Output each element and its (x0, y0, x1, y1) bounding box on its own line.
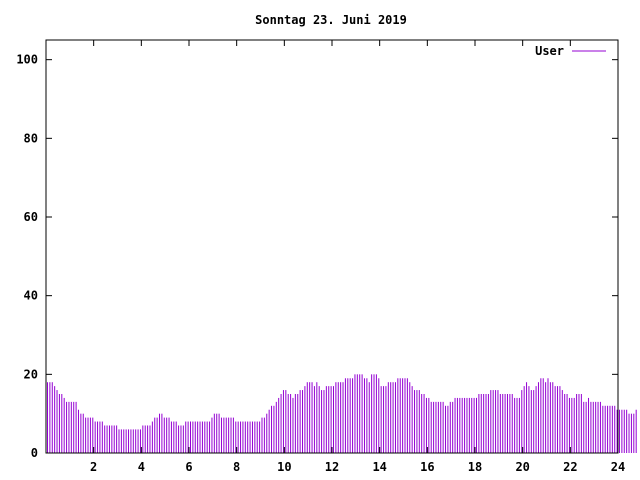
x-tick-label: 2 (90, 460, 97, 474)
x-axis: 2 4 6 8 10 12 14 16 18 20 22 24 (90, 40, 625, 474)
y-tick-label: 100 (16, 53, 38, 67)
x-tick-label: 4 (138, 460, 145, 474)
x-tick-label: 20 (515, 460, 529, 474)
y-tick-label: 40 (24, 289, 38, 303)
x-tick-label: 12 (325, 460, 339, 474)
x-tick-label: 18 (468, 460, 482, 474)
y-tick-label: 0 (31, 446, 38, 460)
plot-frame (45, 39, 619, 454)
x-tick-label: 6 (185, 460, 192, 474)
x-tick-label: 22 (563, 460, 577, 474)
legend-label-user: User (535, 44, 564, 58)
chart-title: Sonntag 23. Juni 2019 (255, 13, 407, 27)
x-tick-label: 24 (611, 460, 625, 474)
y-axis: 0 20 40 60 80 100 (16, 53, 618, 460)
x-tick-label: 10 (277, 460, 291, 474)
x-tick-label: 8 (233, 460, 240, 474)
y-tick-label: 20 (24, 367, 38, 381)
x-tick-label: 16 (420, 460, 434, 474)
y-tick-label: 60 (24, 210, 38, 224)
legend: User (535, 44, 606, 58)
y-tick-label: 80 (24, 131, 38, 145)
x-tick-label: 14 (372, 460, 386, 474)
series-user-bars (47, 374, 637, 453)
